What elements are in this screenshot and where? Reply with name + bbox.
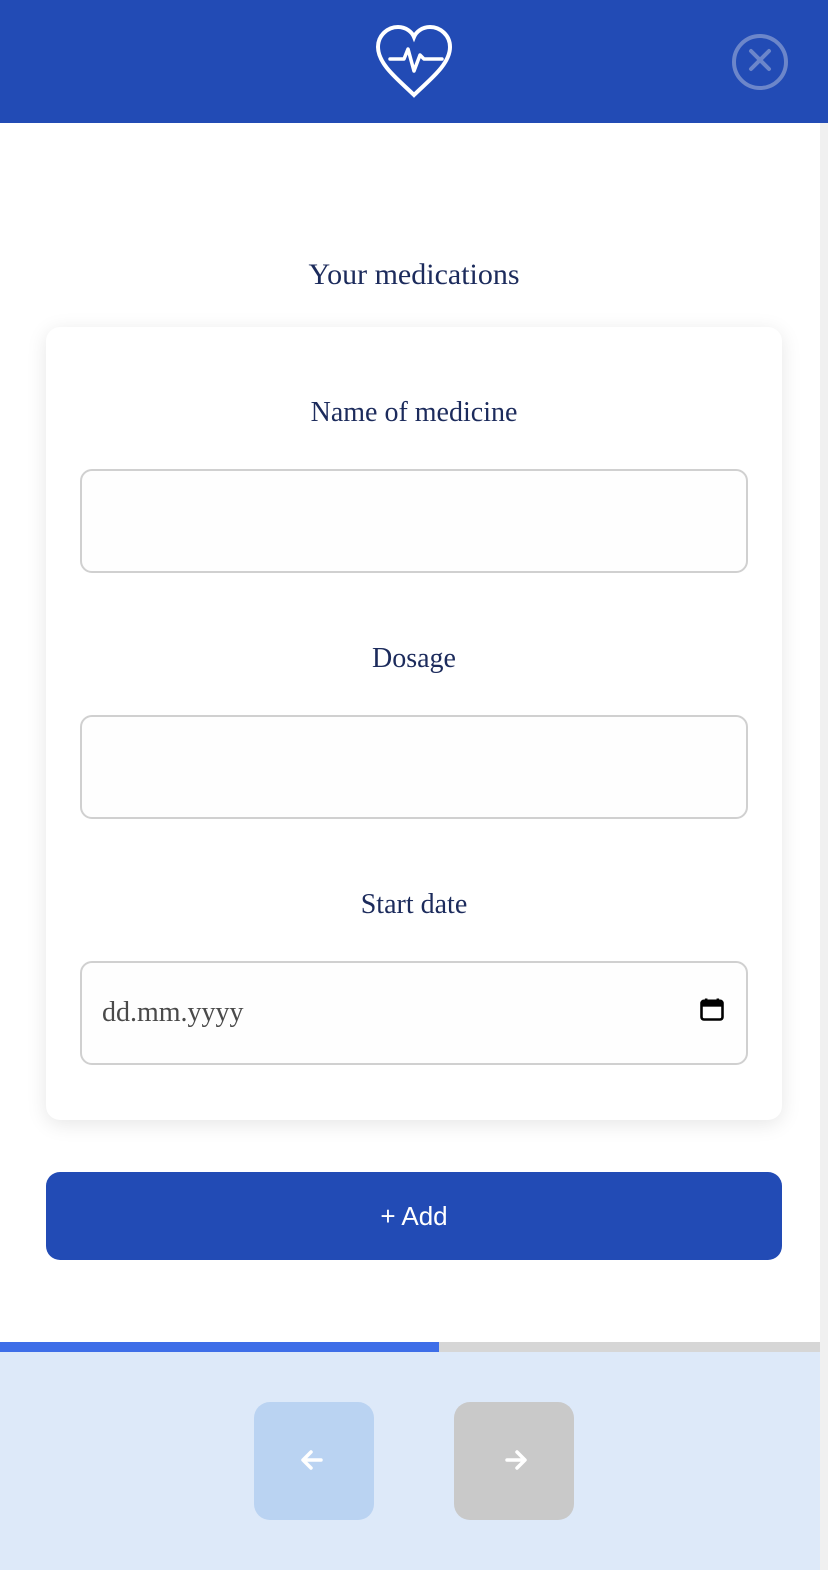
heart-pulse-icon bbox=[370, 23, 458, 101]
forward-button[interactable] bbox=[454, 1402, 574, 1520]
date-placeholder: dd.mm.yyyy bbox=[102, 997, 244, 1029]
medication-card: Name of medicine Dosage Start date dd.mm… bbox=[46, 327, 782, 1120]
arrow-right-icon bbox=[493, 1439, 535, 1484]
nav-footer bbox=[0, 1352, 828, 1570]
start-date-group: Start date dd.mm.yyyy bbox=[80, 889, 748, 1065]
progress-bar bbox=[0, 1342, 828, 1352]
calendar-icon bbox=[698, 995, 726, 1031]
arrow-left-icon bbox=[293, 1439, 335, 1484]
add-button-label: + Add bbox=[380, 1201, 447, 1232]
medicine-name-group: Name of medicine bbox=[80, 397, 748, 573]
close-button[interactable] bbox=[732, 34, 788, 90]
progress-fill bbox=[0, 1342, 439, 1352]
add-button[interactable]: + Add bbox=[46, 1172, 782, 1260]
back-button[interactable] bbox=[254, 1402, 374, 1520]
dosage-group: Dosage bbox=[80, 643, 748, 819]
start-date-input[interactable]: dd.mm.yyyy bbox=[80, 961, 748, 1065]
scrollbar[interactable] bbox=[820, 123, 828, 1570]
app-header bbox=[0, 0, 828, 123]
medicine-name-label: Name of medicine bbox=[80, 397, 748, 429]
dosage-input[interactable] bbox=[80, 715, 748, 819]
page-title: Your medications bbox=[46, 258, 782, 292]
start-date-label: Start date bbox=[80, 889, 748, 921]
footer bbox=[0, 1342, 828, 1570]
main-content: Your medications Name of medicine Dosage… bbox=[0, 123, 828, 1260]
medicine-name-input[interactable] bbox=[80, 469, 748, 573]
close-icon bbox=[747, 47, 773, 76]
dosage-label: Dosage bbox=[80, 643, 748, 675]
